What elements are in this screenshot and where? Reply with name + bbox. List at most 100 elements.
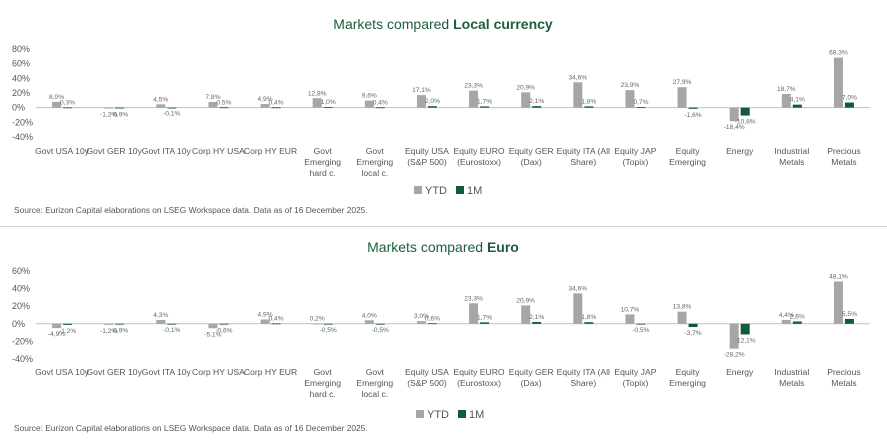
bar-1m — [532, 106, 542, 108]
data-label-ytd: 20,9% — [516, 84, 535, 91]
data-label-ytd: -18,4% — [724, 124, 745, 131]
bar-1m — [115, 107, 125, 109]
data-label-1m: -0,1% — [163, 327, 180, 334]
data-label-1m: -0,5% — [320, 327, 337, 334]
legend-label-ytd: YTD — [427, 409, 449, 421]
category-label: Emerging — [304, 157, 341, 167]
bar-1m — [271, 323, 281, 325]
category-label: (S&P 500) — [407, 157, 447, 167]
category-label: Corp HY USA — [192, 146, 245, 156]
category-label: Govt ITA 10y — [142, 367, 192, 377]
category-label: Energy — [726, 367, 754, 377]
category-label: Corp HY USA — [192, 367, 245, 377]
data-label-ytd: 3,0% — [414, 313, 429, 320]
y-tick-label: 40% — [12, 284, 30, 294]
bar-ytd — [677, 311, 687, 324]
data-label-1m: 4,1% — [790, 97, 805, 104]
data-label-1m: 1,7% — [477, 314, 492, 321]
data-label-1m: -1,2% — [59, 328, 76, 335]
data-label-ytd: 34,6% — [568, 285, 587, 292]
category-label: Metals — [831, 157, 856, 167]
category-label: Govt GER 10y — [86, 367, 142, 377]
y-tick-label: -40% — [12, 354, 33, 364]
data-label-1m: -0,5% — [632, 327, 649, 334]
y-tick-label: 60% — [12, 59, 30, 69]
data-label-ytd: 4,9% — [258, 96, 273, 103]
bar-1m — [480, 106, 490, 108]
data-label-ytd: 4,0% — [362, 312, 377, 319]
data-label-ytd: 13,8% — [673, 304, 692, 311]
bar-1m — [844, 102, 854, 108]
chart-euro: Markets compared Euro 60% 40% 20% 0% -20% -40%… — [12, 239, 870, 433]
bar-1m — [792, 104, 802, 108]
category-label: Equity JAP — [614, 367, 656, 377]
data-label-1m: 0,6% — [425, 315, 440, 322]
category-label: Metals — [779, 378, 804, 388]
bar-1m — [740, 323, 750, 335]
category-label: Precious — [827, 146, 860, 156]
category-label: local c. — [361, 389, 388, 399]
data-label-1m: 0,5% — [216, 99, 231, 106]
bar-1m — [375, 107, 385, 109]
bar-1m — [115, 323, 125, 325]
data-label-1m: 0,7% — [633, 99, 648, 106]
bar-ytd — [677, 87, 687, 108]
category-label: Emerging — [669, 378, 706, 388]
bar-ytd — [208, 323, 218, 329]
chart-title: Markets compared Local currency — [333, 16, 553, 32]
bar-ytd — [469, 303, 479, 324]
legend-swatch-1m — [456, 186, 464, 194]
data-label-1m: 1,8% — [581, 98, 596, 105]
category-label: Precious — [827, 367, 860, 377]
category-label: Equity ITA (All — [557, 367, 610, 377]
bar-ytd — [312, 98, 322, 108]
data-label-1m: 2,1% — [529, 314, 544, 321]
data-label-ytd: 0,2% — [310, 316, 325, 323]
category-label: Share) — [570, 378, 596, 388]
chart-title-prefix: Markets compared — [367, 239, 487, 255]
data-label-ytd: 10,7% — [621, 306, 640, 313]
category-label: Govt — [314, 146, 333, 156]
bar-ytd — [833, 57, 843, 108]
bar-ytd — [364, 320, 374, 324]
category-label: (Eurostoxx) — [457, 157, 501, 167]
bar-ytd — [364, 100, 374, 108]
category-label: Emerging — [356, 378, 393, 388]
data-label-ytd: 27,9% — [673, 79, 692, 86]
category-label: Equity EURO — [454, 146, 505, 156]
data-label-ytd: -5,1% — [204, 331, 221, 338]
chart-panel-euro: Markets compared Euro 60% 40% 20% 0% -20% -40%… — [0, 228, 887, 442]
bar-1m — [323, 106, 333, 108]
category-label: Emerging — [669, 157, 706, 167]
bar-1m — [167, 323, 177, 325]
bar-1m — [375, 323, 385, 325]
bar-1m — [219, 107, 229, 109]
chart-local-currency: Markets compared Local currency 80% 60% 40%… — [12, 16, 870, 215]
data-label-1m: 1,8% — [581, 314, 596, 321]
y-tick-label: 60% — [12, 266, 30, 276]
category-label: Equity USA — [405, 146, 449, 156]
data-label-ytd: 4,9% — [258, 311, 273, 318]
y-tick-label: -20% — [12, 336, 33, 346]
bar-ytd — [104, 107, 114, 109]
data-label-ytd: -1,2% — [100, 328, 117, 335]
chart-title-bold: Euro — [487, 239, 519, 255]
data-label-ytd: 9,6% — [362, 93, 377, 100]
category-label: (Topix) — [623, 157, 649, 167]
bar-ytd — [52, 101, 62, 108]
category-label: Equity EURO — [454, 367, 505, 377]
data-label-ytd: 34,6% — [568, 74, 587, 81]
bar-ytd — [416, 321, 426, 324]
bar-1m — [219, 323, 229, 325]
category-label: hard c. — [310, 168, 336, 178]
bar-1m — [688, 323, 698, 328]
bar-1m — [427, 323, 437, 325]
legend-label-1m: 1M — [469, 409, 484, 421]
category-label: Equity GER — [509, 367, 554, 377]
bar-ytd — [729, 323, 739, 349]
category-label: Corp HY EUR — [244, 146, 297, 156]
category-label: Corp HY EUR — [244, 367, 297, 377]
legend-swatch-1m — [458, 410, 466, 418]
bar-1m — [636, 107, 646, 108]
category-label: Equity JAP — [614, 146, 656, 156]
